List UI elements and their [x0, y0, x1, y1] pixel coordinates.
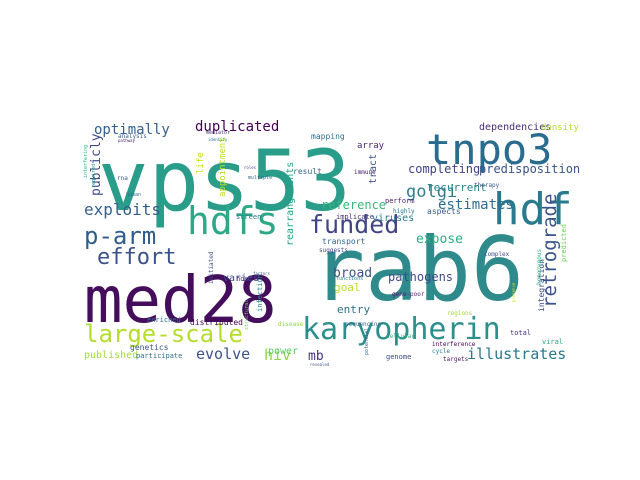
cloud-word-optimally: optimally	[94, 122, 170, 138]
cloud-word-funded: funded	[309, 210, 399, 239]
cloud-word-appointment: appointment	[218, 137, 228, 197]
cloud-word-evolve: evolve	[196, 345, 250, 363]
cloud-word-complex: complex	[484, 251, 510, 258]
cloud-word-result: result	[293, 167, 322, 176]
cloud-word-factors: factors	[253, 271, 270, 276]
cloud-word-human: human	[126, 192, 141, 198]
cloud-word-presence: presence	[511, 282, 516, 302]
cloud-word-entry: entry	[337, 303, 370, 316]
cloud-word-density: density	[541, 123, 580, 133]
cloud-word-pathway: pathway	[118, 138, 135, 143]
cloud-word-tract: tract	[368, 154, 379, 184]
cloud-word-aspects: aspects	[427, 207, 461, 216]
cloud-word-initiated: initiated	[208, 251, 215, 284]
cloud-word-gene-poor: gene-poor	[392, 291, 425, 298]
cloud-word-life: life	[196, 152, 206, 174]
cloud-word-genome: genome	[386, 353, 411, 361]
cloud-word-large-scale: large-scale	[84, 320, 243, 348]
cloud-word-rab6: rab6	[312, 218, 524, 321]
cloud-word-functions: functions	[336, 276, 363, 282]
cloud-word-mb: mb	[308, 349, 324, 364]
cloud-word-interfering: interfering	[83, 145, 89, 178]
cloud-word-vps53: vps53	[98, 132, 351, 230]
cloud-word-total: total	[510, 329, 531, 337]
cloud-word-pathogens: pathogens	[388, 270, 453, 284]
cloud-word-mediator: mediator	[206, 130, 230, 136]
cloud-word-publicly: publicly	[89, 133, 104, 196]
cloud-word-distributed: distributed	[190, 318, 243, 327]
cloud-word-completing: completing	[408, 162, 480, 176]
cloud-word-viral: viral	[542, 338, 563, 346]
cloud-word-participate: participate	[136, 352, 182, 360]
cloud-word-required: required	[91, 164, 97, 188]
cloud-word-viruses: viruses	[372, 213, 414, 224]
cloud-word-homozygous: homozygous	[536, 248, 543, 285]
cloud-word-goal: goal	[334, 281, 361, 294]
cloud-word-rearrangements: rearrangements	[285, 162, 296, 246]
cloud-word-estimates: estimates	[438, 197, 514, 213]
cloud-word-revealed: revealed	[310, 362, 330, 367]
cloud-word-predicted: predicted	[560, 224, 568, 262]
cloud-word-exploits: exploits	[84, 200, 161, 219]
cloud-word-published: published	[84, 350, 138, 361]
cloud-word-targets: targets	[443, 356, 469, 363]
cloud-word-effort: effort	[97, 245, 176, 270]
cloud-word-recurrent: recurrent	[427, 181, 487, 194]
cloud-word-structural: structural	[244, 300, 250, 330]
cloud-word-suggests: suggests	[319, 247, 348, 254]
cloud-word-regions: regions	[447, 310, 473, 317]
cloud-word-transport: transport	[322, 237, 366, 246]
cloud-word-expose: expose	[416, 232, 463, 247]
cloud-word-varies: varies	[223, 273, 259, 284]
cloud-word-therapy: therapy	[474, 182, 500, 189]
cloud-word-broad: broad	[333, 266, 372, 281]
cloud-word-reference: reference	[321, 198, 386, 212]
cloud-word-tnpo3: tnpo3	[426, 125, 552, 174]
cloud-word-analysis: analysis	[118, 133, 147, 140]
cloud-word-dependencies: dependencies	[479, 122, 551, 133]
cloud-word-genetics: genetics	[130, 343, 169, 352]
cloud-word-perform: perform	[385, 197, 415, 205]
cloud-word-retrograde: retrograde	[539, 194, 561, 308]
cloud-word-golgi: golgi	[406, 182, 457, 202]
cloud-word-hdf: hdf	[493, 184, 572, 235]
cloud-word-enriched: enriched	[147, 316, 181, 324]
cloud-word-sequencing: sequencing	[345, 321, 382, 328]
cloud-word-duplicated: duplicated	[195, 119, 279, 135]
cloud-word-integration: integration	[537, 259, 546, 312]
cloud-word-potential: potential	[364, 328, 370, 355]
cloud-word-predisposition: predisposition	[479, 162, 580, 176]
cloud-word-power: power	[268, 346, 298, 357]
cloud-word-immune: immune	[354, 169, 376, 176]
cloud-word-p-arm: p-arm	[84, 222, 156, 250]
cloud-word-rna: rna	[117, 175, 128, 182]
cloud-word-infection: infection	[256, 274, 264, 312]
cloud-word-identify: identify	[208, 137, 228, 142]
cloud-word-illustrates: illustrates	[467, 345, 566, 363]
cloud-word-roles: roles	[244, 165, 257, 170]
cloud-word-mapping: mapping	[311, 132, 345, 141]
cloud-word-hdfs: hdfs	[187, 199, 279, 243]
cloud-word-host: host	[236, 275, 253, 283]
cloud-word-med28: med28	[84, 264, 277, 338]
cloud-word-screen: screen	[236, 213, 261, 221]
cloud-word-array: array	[357, 141, 385, 151]
cloud-word-hiv: hiv	[264, 346, 291, 364]
cloud-word-multiple: multiple	[248, 175, 272, 181]
cloud-word-interference: interference	[432, 341, 476, 348]
cloud-word-disease: disease	[278, 321, 304, 328]
cloud-word-highly: highly	[393, 208, 415, 215]
cloud-word-cellular: cellular	[386, 333, 415, 340]
cloud-word-implicate: implicate	[336, 213, 374, 221]
cloud-word-karyopherin: karyopherin	[302, 312, 501, 347]
cloud-word-cycle: cycle	[432, 348, 450, 355]
